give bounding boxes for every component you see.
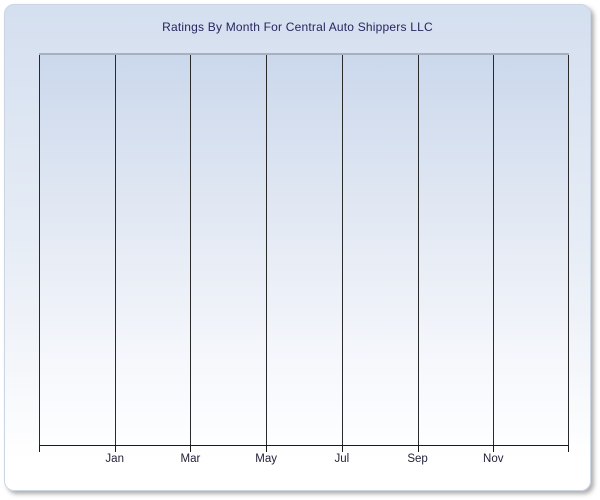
vertical-gridline [493, 55, 495, 445]
chart-panel: Ratings By Month For Central Auto Shippe… [4, 4, 591, 491]
x-axis-tick [114, 446, 116, 452]
x-tick-label-jan: Jan [105, 453, 124, 465]
vertical-gridline [266, 55, 268, 445]
x-axis: Jan Mar May Jul Sep Nov [39, 446, 569, 472]
x-axis-tick [493, 446, 495, 452]
plot-area [39, 53, 569, 446]
vertical-gridline [114, 55, 116, 445]
x-axis-tick [417, 446, 419, 452]
x-tick-label-nov: Nov [483, 453, 504, 465]
x-axis-tick [39, 446, 40, 452]
x-axis-tick [341, 446, 343, 452]
x-axis-tick [568, 446, 569, 452]
x-tick-label-may: May [255, 453, 278, 465]
vertical-gridline [190, 55, 192, 445]
x-tick-label-jul: Jul [334, 453, 350, 465]
x-axis-tick [190, 446, 192, 452]
vertical-gridline [417, 55, 419, 445]
vertical-gridline [568, 55, 569, 445]
vertical-gridline [39, 55, 40, 445]
vertical-gridline [341, 55, 343, 445]
x-tick-label-sep: Sep [407, 453, 428, 465]
x-axis-tick [266, 446, 268, 452]
chart-title: Ratings By Month For Central Auto Shippe… [162, 20, 433, 34]
x-tick-label-mar: Mar [180, 453, 201, 465]
